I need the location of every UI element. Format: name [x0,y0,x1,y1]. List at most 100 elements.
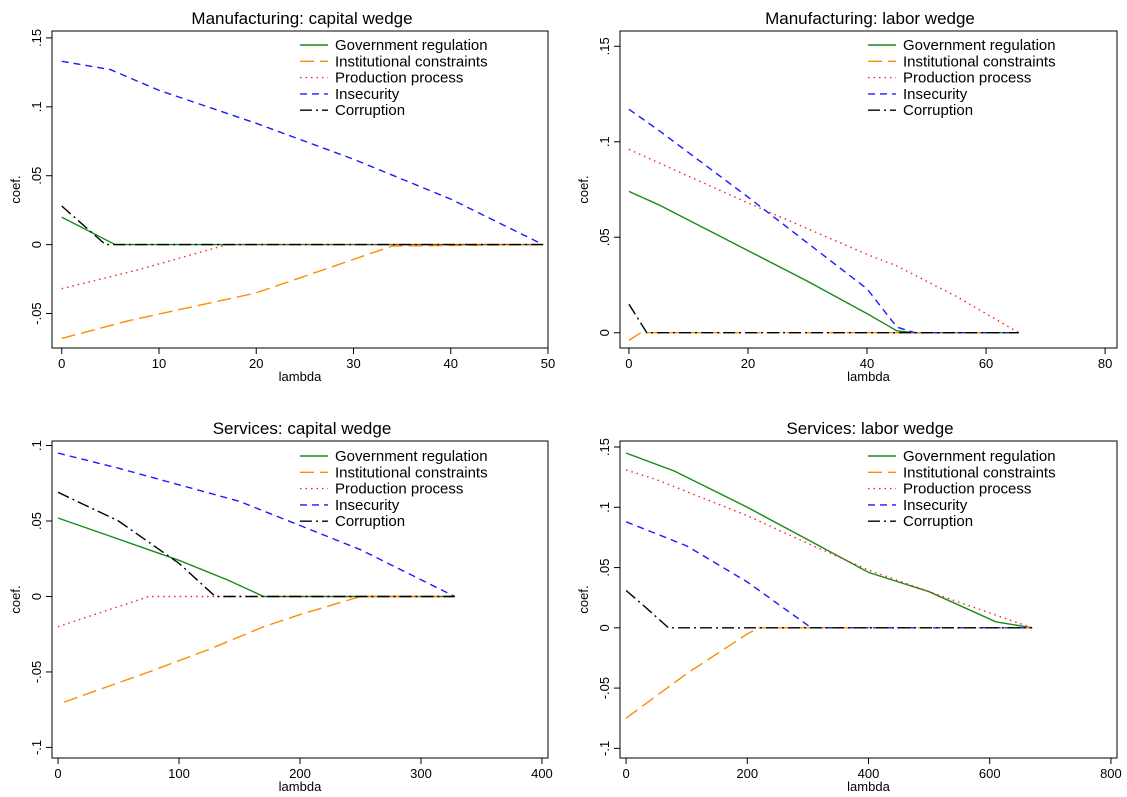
x-tick-label: 40 [860,356,874,371]
plot-frame [619,30,1118,349]
x-tick-label: 50 [541,356,555,371]
x-tick-label: 0 [625,356,632,371]
legend-label: Corruption [335,102,405,119]
x-tick-label: 10 [152,356,166,371]
x-tick-label: 30 [346,356,360,371]
y-tick-label: .1 [597,136,612,147]
x-tick-label: 20 [249,356,263,371]
series-line-institutional-constraints [63,595,455,703]
legend-label: Production process [903,70,1031,87]
y-axis-label: coef. [576,585,591,613]
y-tick-label: -.05 [29,302,44,324]
x-tick-label: 600 [979,766,1001,781]
legend-label: Insecurity [335,86,400,103]
x-tick-label: 0 [622,766,629,781]
legend-label: Government regulation [335,448,488,465]
series-line-production-process [61,243,544,290]
legend-label: Insecurity [903,497,968,514]
x-tick-label: 60 [979,356,993,371]
series-line-corruption [625,589,1033,629]
x-tick-label: 0 [54,766,61,781]
legend-label: Institutional constraints [335,464,488,481]
series-line-government-regulation [625,452,1033,629]
x-tick-label: 0 [58,356,65,371]
legend-label: Production process [335,481,463,498]
x-axis-label: lambda [847,369,890,384]
x-axis-label: lambda [279,779,322,794]
x-tick-label: 400 [858,766,880,781]
series-line-institutional-constraints [61,243,544,340]
y-tick-label: .05 [597,228,612,246]
legend-label: Institutional constraints [903,464,1056,481]
y-tick-label: -.1 [597,741,612,756]
y-axis-label: coef. [576,175,591,203]
x-tick-label: 100 [168,766,190,781]
series-line-production-process [628,148,1020,334]
x-axis-label: lambda [847,779,890,794]
chart-title: Services: capital wedge [213,419,392,438]
y-tick-label: 0 [29,241,44,248]
legend-label: Production process [903,481,1031,498]
legend-label: Institutional constraints [903,53,1056,70]
series-line-insecurity [57,452,456,598]
series-line-corruption [628,303,1019,334]
chart-panel-4: Services: labor wedge 0 200 400 600 800 -.1 -.0… [576,419,1122,794]
chart-title: Manufacturing: labor wedge [765,9,975,28]
y-tick-label: .05 [29,512,44,530]
chart-panel-2: Manufacturing: labor wedge 0 20 40 60 80 0 .05.… [576,9,1118,384]
y-tick-label: .15 [29,29,44,47]
series-line-production-process [57,595,455,628]
legend-label: Corruption [903,102,973,119]
x-tick-label: 20 [741,356,755,371]
chart-title: Services: labor wedge [786,419,953,438]
chart-panel-1: Manufacturing: capital wedge 0 10 20 30 40 50 -… [8,9,555,384]
y-tick-label: 0 [597,329,612,336]
y-axis-label: coef. [8,585,23,613]
series-line-insecurity [625,521,1033,629]
y-tick-label: -.1 [29,740,44,755]
series-line-corruption [61,205,544,246]
legend-label: Government regulation [335,37,488,54]
x-tick-label: 80 [1098,356,1112,371]
plot-frame [51,30,549,349]
y-tick-label: .1 [597,502,612,513]
y-axis-label: coef. [8,175,23,203]
x-tick-label: 800 [1100,766,1122,781]
series-line-government-regulation [628,190,1019,334]
legend-label: Production process [335,70,463,87]
series-line-institutional-constraints [625,627,1033,719]
y-tick-label: .1 [29,101,44,112]
y-tick-label: .15 [597,438,612,456]
legend-label: Insecurity [903,86,968,103]
chart-panel-3: Services: capital wedge 0 100 200 300 400 -.1 -… [8,419,553,794]
y-tick-label: .05 [597,559,612,577]
y-tick-label: .1 [29,440,44,451]
legend-label: Insecurity [335,497,400,514]
y-tick-label: .05 [29,167,44,185]
x-tick-label: 400 [531,766,553,781]
legend-label: Corruption [335,513,405,530]
y-tick-label: .15 [597,37,612,55]
series-line-insecurity [61,60,544,246]
x-tick-label: 40 [444,356,458,371]
legend-label: Government regulation [903,37,1056,54]
x-tick-label: 200 [736,766,758,781]
legend-label: Corruption [903,513,973,530]
y-tick-label: 0 [29,593,44,600]
y-tick-label: 0 [597,624,612,631]
y-tick-label: -.05 [597,677,612,699]
x-axis-label: lambda [279,369,322,384]
legend-label: Government regulation [903,448,1056,465]
y-tick-label: -.05 [29,661,44,683]
x-tick-label: 200 [289,766,311,781]
chart-title: Manufacturing: capital wedge [191,9,412,28]
legend-label: Institutional constraints [335,53,488,70]
x-tick-label: 300 [410,766,432,781]
series-line-institutional-constraints [628,332,1019,341]
